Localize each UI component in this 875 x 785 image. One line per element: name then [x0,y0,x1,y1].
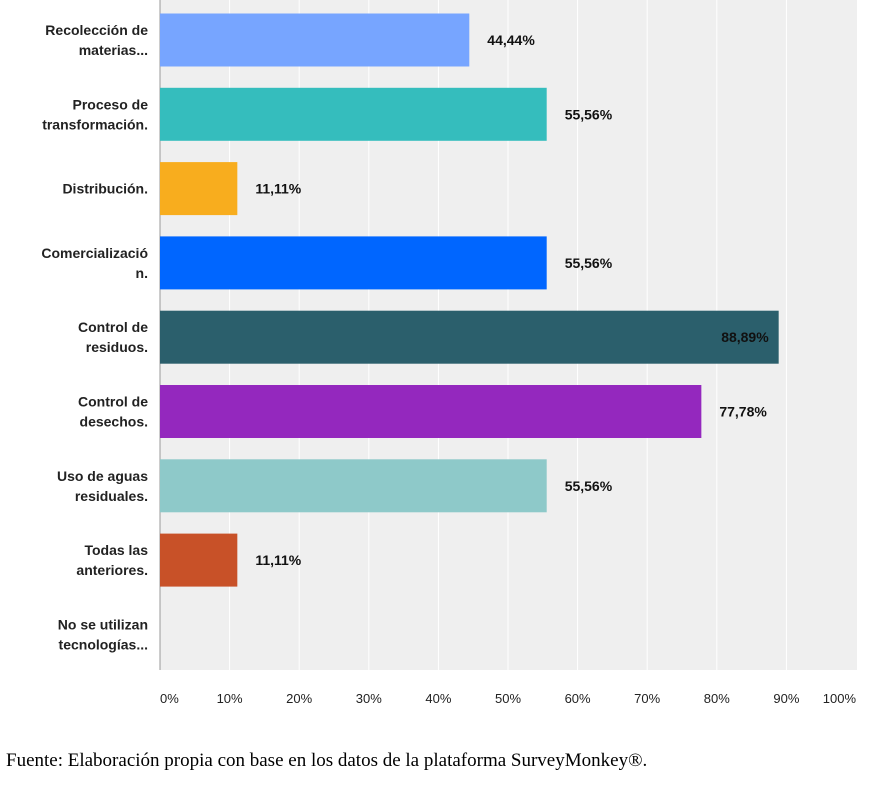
x-tick-label: 30% [356,691,382,706]
bar-chart: 44,44% Recolección de materias... 55,56% Pro… [41,0,857,706]
x-tick-label: 90% [773,691,799,706]
category-label: n. [136,265,148,281]
data-label: 77,78% [719,404,767,420]
data-label: 44,44% [487,32,535,48]
category-label: residuos. [86,339,148,355]
bar [160,13,470,67]
category-label: anteriores. [76,562,148,578]
bar [160,162,238,216]
category-label: Uso de aguas [57,468,148,484]
category-label: No se utilizan [58,616,148,632]
bar [160,236,547,290]
data-label: 88,89% [721,329,769,345]
category-label: Control de [78,394,148,410]
data-label: 11,11% [255,552,301,568]
category-label: Distribución. [62,181,148,197]
bar [160,385,702,438]
category-label: Todas las [84,542,148,558]
bar [160,310,779,364]
category-label: Control de [78,319,148,335]
data-label: 55,56% [565,478,613,494]
category-label: Recolección de [45,22,148,38]
category-label: desechos. [80,414,148,430]
bar [160,533,238,587]
x-tick-label: 0% [160,691,179,706]
category-label: Comercializació [41,245,148,261]
x-tick-label: 60% [565,691,591,706]
x-tick-label: 20% [286,691,312,706]
x-tick-label: 100% [823,691,857,706]
x-tick-label: 70% [634,691,660,706]
x-tick-label: 10% [217,691,243,706]
x-tick-label: 50% [495,691,521,706]
data-label: 55,56% [565,255,613,271]
bar [160,459,547,513]
x-tick-label: 40% [425,691,451,706]
category-label: materias... [79,42,148,58]
category-label: transformación. [42,116,148,132]
bar [160,87,547,141]
category-label: residuales. [75,488,148,504]
data-label: 11,11% [255,181,301,197]
data-label: 55,56% [565,106,613,122]
x-tick-label: 80% [704,691,730,706]
source-note: Fuente: Elaboración propia con base en l… [6,750,648,771]
category-label: Proceso de [73,96,149,112]
category-label: tecnologías... [59,636,148,652]
